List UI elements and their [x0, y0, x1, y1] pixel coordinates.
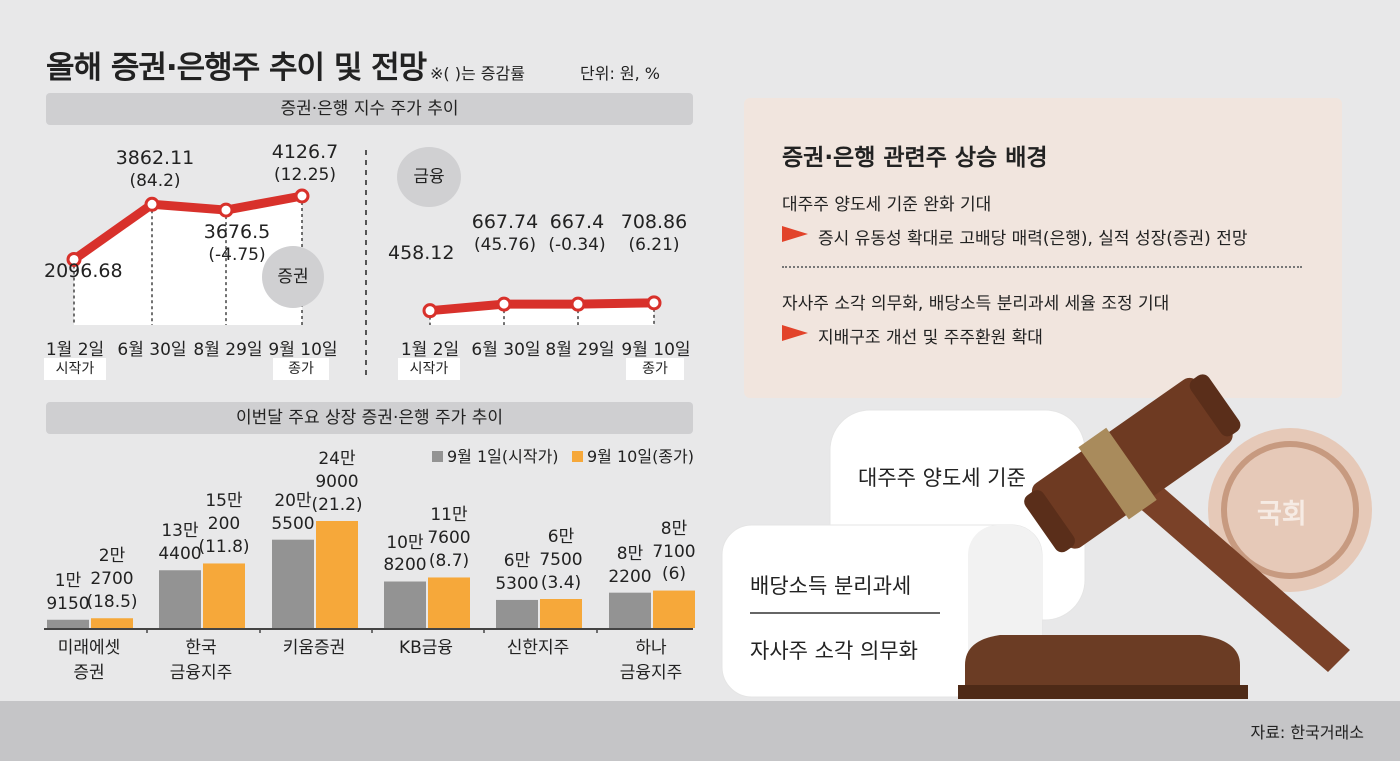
close-price-tag: 종가 — [626, 358, 684, 380]
gavel-illustration — [721, 374, 1372, 699]
bar-section-title: 이번달 주요 상장 증권·은행 주가 추이 — [46, 402, 693, 434]
bar-svg — [44, 521, 695, 633]
footer-band — [0, 701, 1400, 761]
source-note: 자료: 한국거래소 — [1250, 723, 1364, 742]
data-point — [294, 188, 310, 204]
change-rate-note: ※( )는 증감률 — [430, 64, 525, 83]
page-title: 올해 증권·은행주 추이 및 전망 — [46, 50, 427, 86]
bar-value-label: 13만 4400 — [158, 521, 202, 565]
legend-swatch-gray — [432, 451, 443, 462]
data-point — [218, 202, 234, 218]
reason-2: 자사주 소각 의무화, 배당소득 분리과세 세율 조정 기대 — [782, 294, 1170, 314]
bar — [609, 592, 651, 628]
tick-label: 9월 10일 — [621, 340, 691, 360]
data-point — [570, 296, 586, 312]
category-label: 미래에셋 증권 — [57, 638, 121, 683]
seal-icon — [1208, 428, 1372, 592]
data-label: 708.86 (6.21) — [620, 211, 688, 255]
finance-series-circle: 금융 — [397, 147, 461, 207]
category-label: 한국 금융지주 — [169, 638, 233, 683]
arrow-icon — [782, 325, 808, 341]
tick-label: 1월 2일 — [45, 340, 105, 360]
background-panel — [744, 98, 1342, 398]
bar-value-label: 20만 5500 — [271, 490, 315, 534]
series-line — [69, 191, 307, 264]
tick-label: 6월 30일 — [471, 340, 541, 360]
bar — [316, 521, 358, 628]
data-point — [144, 196, 160, 212]
bar — [428, 577, 470, 628]
bar-value-label: 6만 7500 (3.4) — [539, 526, 583, 593]
arrow-icon — [782, 226, 808, 242]
data-label: 2096.68 — [44, 260, 123, 282]
tick-label: 1월 2일 — [400, 340, 460, 360]
bar-value-label: 2만 2700 (18.5) — [86, 546, 138, 613]
bar — [159, 570, 201, 628]
tick-label: 8월 29일 — [545, 340, 615, 360]
stock-bar-chart: 1만 9150 2만 2700 (18.5) 미래에셋 증권 13만 4400 15만 … — [0, 0, 720, 700]
data-label: 3676.5 (-4.75) — [203, 221, 271, 265]
category-label: KB금융 — [398, 638, 454, 658]
bar — [496, 599, 538, 628]
data-point — [496, 296, 512, 312]
bar — [203, 563, 245, 628]
data-label: 458.12 — [388, 242, 455, 264]
legend-close: 9월 10일(종가) — [572, 443, 694, 467]
data-point — [646, 295, 662, 311]
bar — [653, 590, 695, 628]
paper-text-1: 대주주 양도세 기준 — [858, 466, 1026, 490]
data-point — [66, 251, 82, 267]
gavel-head — [1024, 374, 1241, 553]
category-label: 하나 금융지주 — [619, 638, 683, 683]
bar — [384, 581, 426, 628]
paper-text-2: 배당소득 분리과세 — [750, 574, 912, 598]
bar-value-label: 15만 200 (11.8) — [198, 491, 250, 558]
legend-swatch-orange — [572, 451, 583, 462]
close-price-tag: 종가 — [273, 358, 329, 380]
data-label: 667.4 (-0.34) — [548, 211, 606, 255]
bar-value-label: 11만 7600 (8.7) — [427, 505, 471, 572]
data-point — [422, 303, 438, 319]
category-label: 키움증권 — [282, 638, 346, 658]
series-area — [74, 196, 302, 325]
tick-label: 8월 29일 — [193, 340, 263, 360]
bar-value-label: 8만 2200 — [608, 543, 652, 587]
gavel-handle — [1098, 450, 1350, 672]
start-price-tag: 시작가 — [44, 358, 106, 380]
bar — [47, 619, 89, 628]
bar — [540, 598, 582, 628]
data-label: 667.74 (45.76) — [471, 211, 539, 255]
reason-1: 대주주 양도세 기준 완화 기대 — [782, 195, 992, 215]
bar-value-label: 24만 9000 (21.2) — [311, 449, 363, 515]
category-label: 신한지주 — [506, 638, 570, 658]
bar-value-label: 1만 9150 — [46, 570, 90, 614]
finance-index-chart — [422, 295, 662, 325]
data-label: 4126.7 (12.25) — [271, 141, 339, 185]
index-section-title: 증권·은행 지수 주가 추이 — [46, 93, 693, 125]
tick-label: 6월 30일 — [117, 340, 187, 360]
bar-value-label: 6만 5300 — [495, 550, 539, 594]
gavel-base — [965, 635, 1240, 685]
bar-value-label: 10만 8200 — [383, 532, 427, 576]
paper-text-3: 자사주 소각 의무화 — [750, 639, 918, 663]
seal-text: 국회 — [1257, 499, 1307, 530]
divider — [782, 266, 1302, 268]
series-line — [425, 298, 659, 316]
bar-value-label: 8만 7100 (6) — [652, 518, 696, 585]
result-2: 지배구조 개선 및 주주환원 확대 — [818, 328, 1043, 348]
index-line-charts — [66, 150, 662, 378]
tick-label: 9월 10일 — [268, 340, 338, 360]
result-1: 증시 유동성 확대로 고배당 매력(은행), 실적 성장(증권) 전망 — [818, 229, 1248, 249]
bar — [91, 618, 133, 628]
start-price-tag: 시작가 — [398, 358, 460, 380]
securities-index-chart — [66, 188, 310, 325]
securities-series-circle: 증권 — [262, 246, 324, 308]
panel-title: 증권·은행 관련주 상승 배경 — [782, 145, 1048, 171]
legend-start: 9월 1일(시작가) — [432, 443, 559, 467]
data-label: 3862.11 (84.2) — [115, 147, 195, 191]
unit-note: 단위: 원, % — [580, 64, 661, 83]
bar — [272, 539, 314, 628]
